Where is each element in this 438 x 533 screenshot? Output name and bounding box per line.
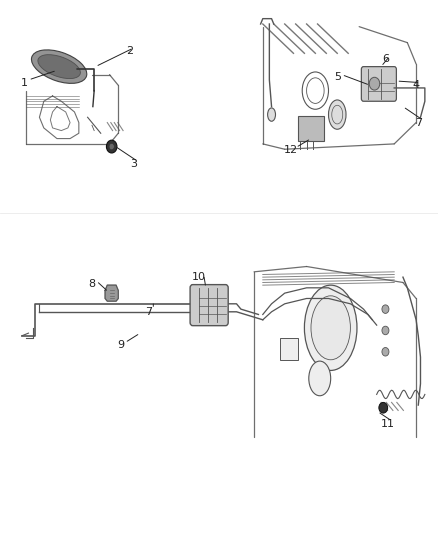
FancyBboxPatch shape — [190, 285, 228, 326]
Text: 12: 12 — [284, 146, 298, 155]
Text: 8: 8 — [88, 279, 95, 288]
Text: 6: 6 — [382, 54, 389, 63]
Circle shape — [379, 402, 388, 413]
Text: 2: 2 — [126, 46, 133, 55]
Circle shape — [382, 305, 389, 313]
Circle shape — [369, 77, 380, 90]
Ellipse shape — [328, 100, 346, 130]
Ellipse shape — [304, 285, 357, 370]
Ellipse shape — [38, 55, 81, 78]
Circle shape — [106, 140, 117, 153]
Text: 7: 7 — [145, 307, 152, 317]
Text: 10: 10 — [192, 272, 206, 282]
Bar — [298, 116, 324, 141]
Bar — [280, 338, 298, 360]
Polygon shape — [105, 285, 118, 301]
FancyBboxPatch shape — [361, 67, 396, 101]
Ellipse shape — [268, 108, 276, 122]
Text: 7: 7 — [415, 118, 422, 127]
Text: 3: 3 — [130, 159, 137, 169]
Circle shape — [382, 348, 389, 356]
Ellipse shape — [311, 296, 350, 360]
Ellipse shape — [309, 361, 331, 395]
Circle shape — [109, 143, 114, 150]
Ellipse shape — [32, 50, 87, 83]
Text: 4: 4 — [413, 80, 420, 90]
Text: 5: 5 — [334, 72, 341, 82]
Text: 9: 9 — [117, 341, 124, 350]
Text: 11: 11 — [381, 419, 395, 429]
Text: 1: 1 — [21, 78, 28, 87]
Circle shape — [382, 326, 389, 335]
